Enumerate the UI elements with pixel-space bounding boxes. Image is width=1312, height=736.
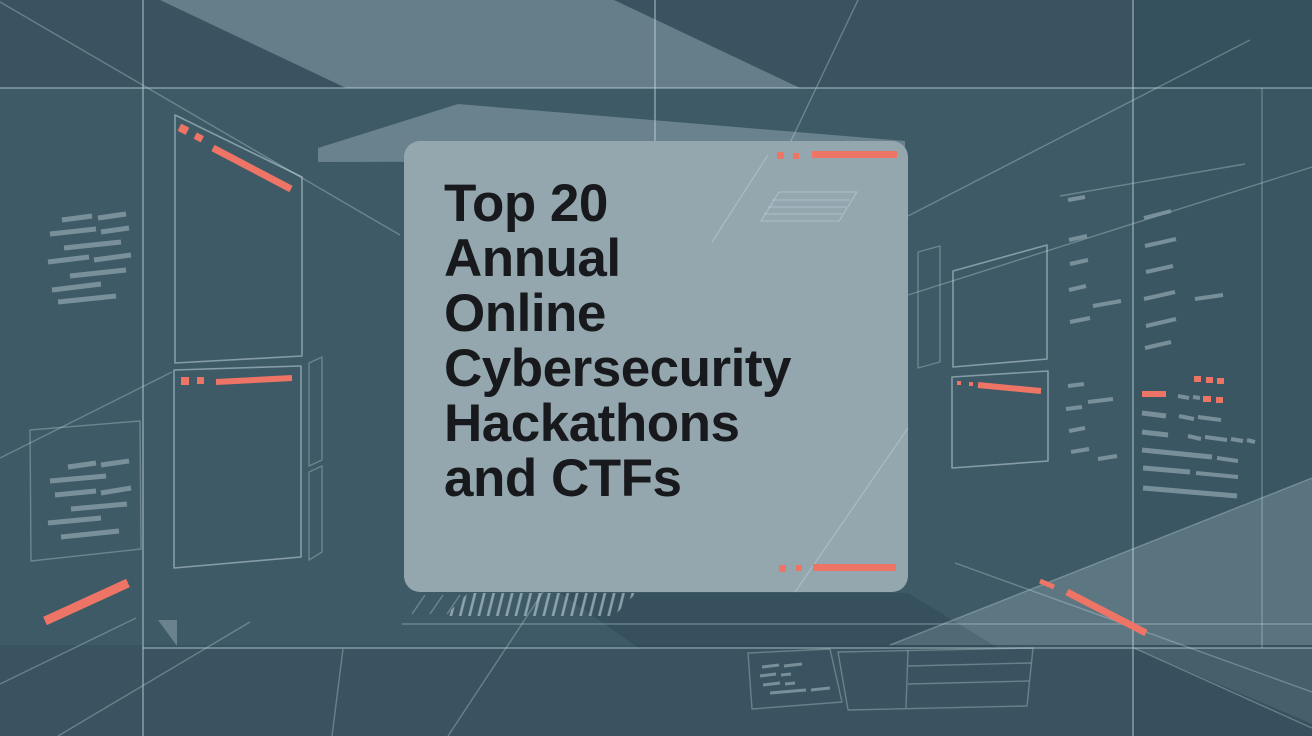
- card-title: Top 20 Annual Online Cybersecurity Hacka…: [444, 174, 792, 508]
- window-dot-icon: [177, 123, 190, 135]
- coral-dash-bottom-right: [1039, 578, 1055, 590]
- accent-bar: [813, 564, 896, 571]
- accent-dot-icon: [777, 152, 784, 159]
- window-dot-icon: [969, 382, 973, 386]
- center-card: [404, 141, 909, 593]
- accent-dot-icon: [796, 565, 802, 571]
- ceiling-panel: [160, 0, 800, 88]
- left-code-dashes: [47, 211, 132, 305]
- right-code-block: [1141, 376, 1256, 499]
- coral-token: [1142, 391, 1166, 397]
- card-background: [404, 141, 908, 592]
- left-code-panel: [29, 420, 142, 562]
- coral-title-bar: [211, 144, 293, 193]
- left-window-bottom: [173, 356, 323, 569]
- card-accent-top: [777, 151, 897, 159]
- accent-dot-icon: [779, 565, 786, 572]
- right-window-bottom: [951, 370, 1049, 469]
- coral-title-bar: [215, 375, 293, 385]
- card-accent-bottom: [779, 564, 896, 572]
- floor-wedge-right: [890, 478, 1312, 645]
- accent-bar: [812, 151, 897, 158]
- accent-dot-icon: [793, 153, 799, 159]
- floor-sliver: [158, 620, 177, 646]
- coral-bar-bottom-right: [1065, 588, 1148, 637]
- left-window-top: [174, 114, 303, 364]
- window-dot-icon: [193, 132, 204, 143]
- window-dot-icon: [197, 377, 204, 384]
- card-table-icon: [760, 191, 858, 222]
- coral-bar-bottom-left: [43, 578, 130, 626]
- bottom-code-panel: [747, 648, 843, 710]
- right-code-dashes: [1065, 195, 1224, 461]
- coral-title-bar: [977, 382, 1042, 394]
- floor-hatch: [411, 593, 636, 616]
- right-window-top: [917, 244, 1048, 369]
- coral-floor-accents: [43, 578, 1148, 637]
- window-dot-icon: [181, 377, 189, 385]
- card-shadow: [560, 593, 1000, 649]
- bottom-table: [837, 647, 1034, 711]
- floor-wedge-corner: [1134, 648, 1312, 724]
- window-dot-icon: [957, 381, 961, 385]
